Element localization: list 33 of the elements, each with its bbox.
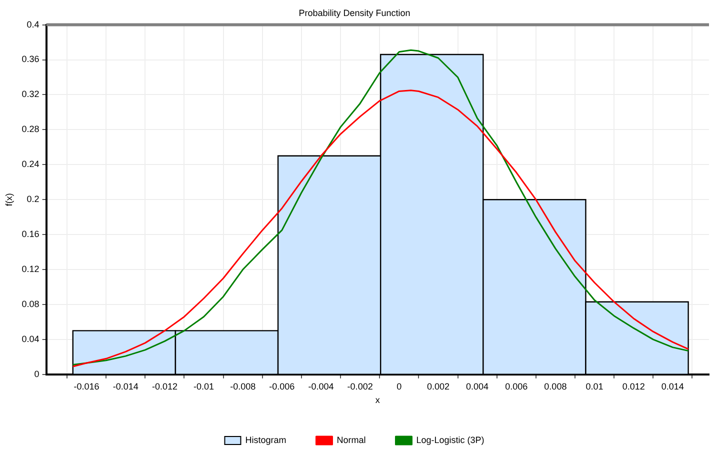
- x-tick-label: -0.002: [347, 381, 373, 392]
- legend-label: Histogram: [245, 434, 286, 445]
- x-tick-label: 0.006: [505, 381, 528, 392]
- y-tick-label: 0.4: [26, 19, 40, 30]
- x-tick-label: -0.01: [194, 381, 214, 392]
- y-tick-label: 0.36: [22, 54, 40, 64]
- x-tick-label: 0.01: [586, 381, 604, 392]
- x-tick-label: -0.006: [269, 381, 295, 392]
- y-tick-label: 0.12: [22, 264, 40, 274]
- x-tick-label: 0.008: [544, 381, 567, 392]
- y-tick-label: 0.32: [22, 89, 40, 100]
- legend-label: Normal: [336, 434, 366, 445]
- y-tick-label: 0.28: [22, 124, 40, 134]
- x-tick-label: 0.012: [622, 381, 645, 392]
- y-tick-label: 0.04: [22, 334, 40, 344]
- chart-title: Probability Density Function: [298, 8, 410, 18]
- x-tick-label: -0.016: [74, 381, 100, 392]
- x-tick-label: -0.014: [112, 381, 138, 392]
- x-tick-label: -0.012: [152, 381, 178, 392]
- x-tick-label: 0.014: [661, 381, 684, 392]
- x-tick-label: -0.004: [308, 381, 334, 392]
- x-tick-label: 0.002: [426, 381, 450, 392]
- y-tick-label: 0.16: [22, 229, 40, 240]
- x-axis-title: x: [375, 395, 380, 406]
- y-tick-label: 0.08: [22, 298, 40, 309]
- x-tick-label: -0.008: [230, 381, 256, 392]
- y-tick-label: 0: [34, 368, 40, 379]
- y-axis-title: f(x): [4, 193, 14, 206]
- y-tick-label: 0.2: [26, 194, 40, 204]
- legend-label: Log-Logistic (3P): [416, 434, 484, 445]
- y-tick-label: 0.24: [22, 159, 40, 170]
- x-tick-label: 0.004: [466, 381, 489, 392]
- x-tick-label: 0: [396, 381, 402, 392]
